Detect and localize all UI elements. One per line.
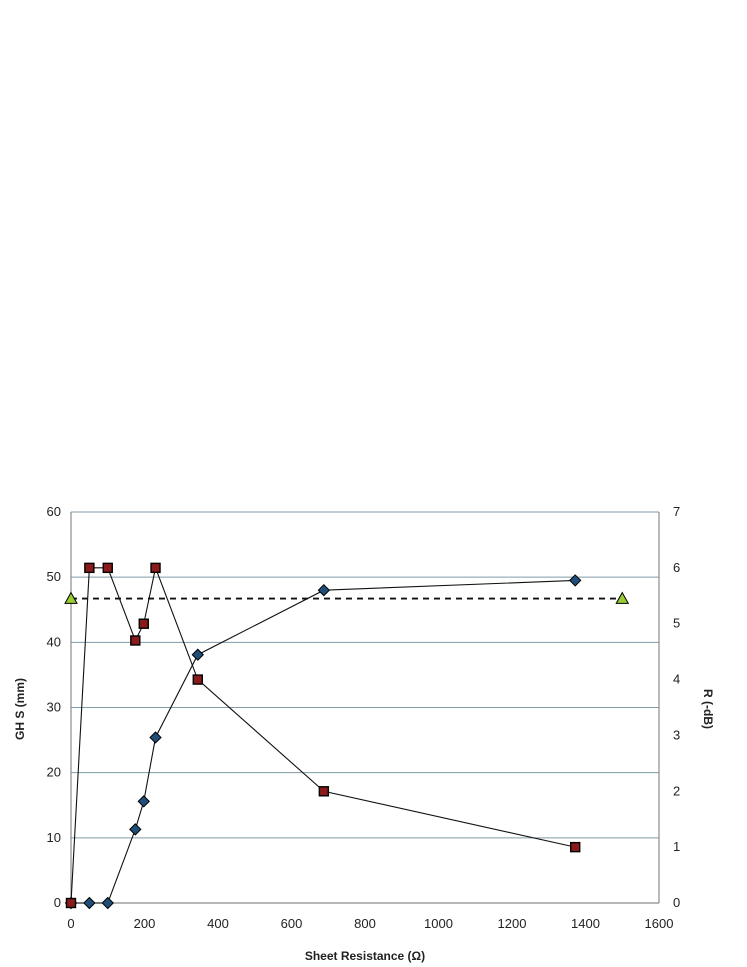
- y-right-tick-label: 4: [673, 672, 680, 687]
- x-tick-labels: 0 200 400 600 800 1000 1200 1400 1600: [67, 916, 673, 931]
- data-point-square: [192, 674, 203, 685]
- series-markers: [64, 562, 630, 910]
- data-point-square: [150, 562, 161, 574]
- x-tick-label: 1000: [424, 916, 453, 931]
- x-tick-label: 1400: [571, 916, 600, 931]
- data-point-square: [570, 841, 581, 853]
- x-tick-label: 1200: [498, 916, 527, 931]
- y-right-tick-label: 1: [673, 839, 680, 854]
- x-tick-label: 800: [354, 916, 376, 931]
- data-point-diamond: [149, 731, 162, 744]
- y-right-tick-label: 5: [673, 616, 680, 631]
- x-tick-label: 400: [207, 916, 229, 931]
- y-right-tick-labels: 0 1 2 3 4 5 6 7: [673, 504, 680, 910]
- data-point-triangle: [64, 591, 78, 604]
- x-tick-label: 0: [67, 916, 74, 931]
- y-left-tick-label: 0: [54, 895, 61, 910]
- data-point-square: [138, 618, 149, 629]
- y-left-tick-label: 20: [47, 765, 61, 780]
- y-left-tick-label: 30: [47, 700, 61, 715]
- data-point-diamond: [83, 896, 96, 910]
- data-point-diamond: [317, 583, 331, 597]
- y-right-tick-label: 2: [673, 783, 680, 798]
- y-left-axis-title: GH S (mm): [13, 678, 27, 740]
- data-point-diamond: [101, 896, 114, 910]
- y-left-tick-labels: 0 10 20 30 40 50 60: [47, 504, 61, 910]
- data-point-square: [130, 635, 141, 646]
- x-axis-title: Sheet Resistance (Ω): [305, 949, 425, 963]
- data-point-triangle: [615, 591, 630, 604]
- data-point-square: [318, 786, 330, 797]
- y-right-tick-label: 0: [673, 895, 680, 910]
- y-right-axis-title: R (-dB): [701, 689, 715, 729]
- y-right-tick-label: 7: [673, 504, 680, 519]
- y-left-tick-label: 10: [47, 830, 61, 845]
- data-point-diamond: [191, 648, 204, 661]
- x-tick-label: 200: [134, 916, 156, 931]
- y-left-tick-label: 50: [47, 569, 61, 584]
- y-left-tick-label: 60: [47, 504, 61, 519]
- y-right-tick-label: 3: [673, 727, 680, 742]
- data-point-diamond: [137, 795, 150, 808]
- axes: [70, 512, 660, 904]
- data-point-diamond: [129, 823, 142, 836]
- y-left-tick-label: 40: [47, 634, 61, 649]
- x-tick-label: 1600: [645, 916, 674, 931]
- y-right-tick-label: 6: [673, 560, 680, 575]
- series-line-square: [70, 565, 576, 904]
- data-point-square: [84, 562, 95, 574]
- gridlines: [71, 511, 659, 904]
- data-point-square: [102, 562, 113, 574]
- x-tick-label: 600: [281, 916, 303, 931]
- data-point-square: [65, 897, 77, 909]
- data-point-diamond: [569, 574, 582, 587]
